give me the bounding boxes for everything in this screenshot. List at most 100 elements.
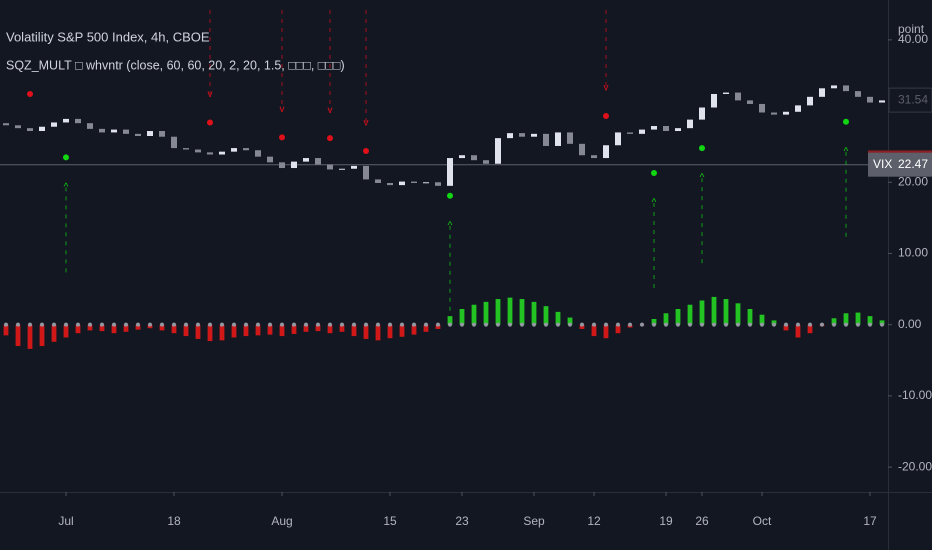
momentum-bar — [783, 324, 789, 331]
momentum-bar — [555, 311, 561, 325]
signal-arrow: v — [364, 118, 369, 129]
y-tick-label: 10.00 — [898, 246, 928, 260]
candle-body — [567, 132, 573, 144]
squeeze-dot — [100, 322, 104, 327]
squeeze-dot — [868, 322, 872, 327]
candle-body — [27, 128, 33, 132]
squeeze-dot — [4, 322, 8, 327]
candle-body — [531, 133, 537, 137]
candle-body — [363, 165, 369, 180]
candle-body — [459, 155, 465, 159]
candle-body — [639, 129, 645, 134]
squeeze-dot — [364, 322, 368, 327]
momentum-bar — [603, 324, 609, 339]
squeeze-dot — [544, 322, 548, 327]
squeeze-dot — [640, 322, 644, 327]
signal-dot — [843, 118, 849, 125]
squeeze-dot — [412, 322, 416, 327]
squeeze-dot — [652, 322, 656, 327]
squeeze-dot — [532, 322, 536, 327]
squeeze-dot — [508, 322, 512, 327]
momentum-bar — [243, 324, 249, 337]
squeeze-dot — [352, 322, 356, 327]
squeeze-dot — [292, 322, 296, 327]
candle-body — [171, 136, 177, 149]
candle-body — [507, 133, 513, 139]
candle-body — [243, 148, 249, 151]
momentum-bar — [279, 324, 285, 337]
squeeze-dot — [328, 322, 332, 327]
y-tick-label: -10.00 — [898, 388, 932, 402]
candle-body — [39, 126, 45, 132]
momentum-bar — [15, 324, 21, 347]
price-label-name: VIX — [873, 157, 892, 171]
plot: v v v v v ^ ^ ^ ^ ^ — [0, 10, 888, 349]
squeeze-dot — [472, 322, 476, 327]
signal-dot — [327, 135, 333, 142]
signal-arrow: ^ — [64, 182, 69, 193]
candle-body — [579, 143, 585, 156]
momentum-bar — [807, 324, 813, 334]
candle-body — [411, 181, 417, 183]
candle-body — [339, 168, 345, 170]
momentum-bar — [339, 324, 345, 332]
squeeze-dot — [820, 322, 824, 327]
y-tick-label: 40.00 — [898, 32, 928, 46]
candle-body — [423, 182, 429, 184]
momentum-bar — [471, 304, 477, 325]
momentum-bar — [315, 324, 321, 332]
squeeze-dot — [196, 322, 200, 327]
squeeze-dot — [64, 322, 68, 327]
momentum-bar — [171, 324, 177, 334]
x-tick-label: 19 — [659, 514, 673, 528]
squeeze-dot — [844, 322, 848, 327]
candle-body — [807, 96, 813, 106]
momentum-bar — [483, 301, 489, 325]
candle-body — [3, 123, 9, 126]
candle-body — [75, 118, 81, 124]
candle-body — [231, 148, 237, 152]
signal-dot — [363, 147, 369, 154]
squeeze-dot — [280, 322, 284, 327]
squeeze-dot — [880, 322, 884, 327]
momentum-bar — [39, 324, 45, 347]
squeeze-dot — [232, 322, 236, 327]
x-tick-label: Oct — [753, 514, 772, 528]
momentum-bar — [831, 318, 837, 325]
x-tick-label: 26 — [695, 514, 709, 528]
squeeze-dot — [316, 322, 320, 327]
squeeze-dot — [376, 322, 380, 327]
y-tick-label: 0.00 — [898, 317, 922, 331]
candle-body — [603, 145, 609, 159]
squeeze-dot — [172, 322, 176, 327]
candle-body — [771, 112, 777, 115]
squeeze-dot — [808, 322, 812, 327]
momentum-bar — [855, 312, 861, 325]
momentum-bar — [387, 324, 393, 339]
x-tick-label: Jul — [58, 514, 73, 528]
signal-arrow: ^ — [448, 220, 453, 231]
momentum-bar — [711, 296, 717, 325]
squeeze-dot — [832, 322, 836, 327]
candle-body — [651, 126, 657, 130]
squeeze-dot — [256, 322, 260, 327]
signal-dot — [603, 113, 609, 120]
squeeze-dot — [40, 322, 44, 327]
candle-body — [315, 158, 321, 165]
momentum-bar — [459, 309, 465, 325]
candle-body — [711, 93, 717, 108]
momentum-bar — [111, 324, 117, 334]
candle-body — [111, 129, 117, 133]
squeeze-dot — [736, 322, 740, 327]
momentum-bar — [507, 297, 513, 325]
candle-body — [663, 126, 669, 132]
squeeze-dot — [628, 322, 632, 327]
squeeze-dot — [220, 322, 224, 327]
momentum-bar — [411, 324, 417, 335]
candle-body — [879, 100, 885, 103]
squeeze-dot — [136, 322, 140, 327]
y-axis-label: point — [898, 22, 925, 36]
candle-body — [699, 107, 705, 120]
signal-arrow: ^ — [700, 173, 705, 184]
